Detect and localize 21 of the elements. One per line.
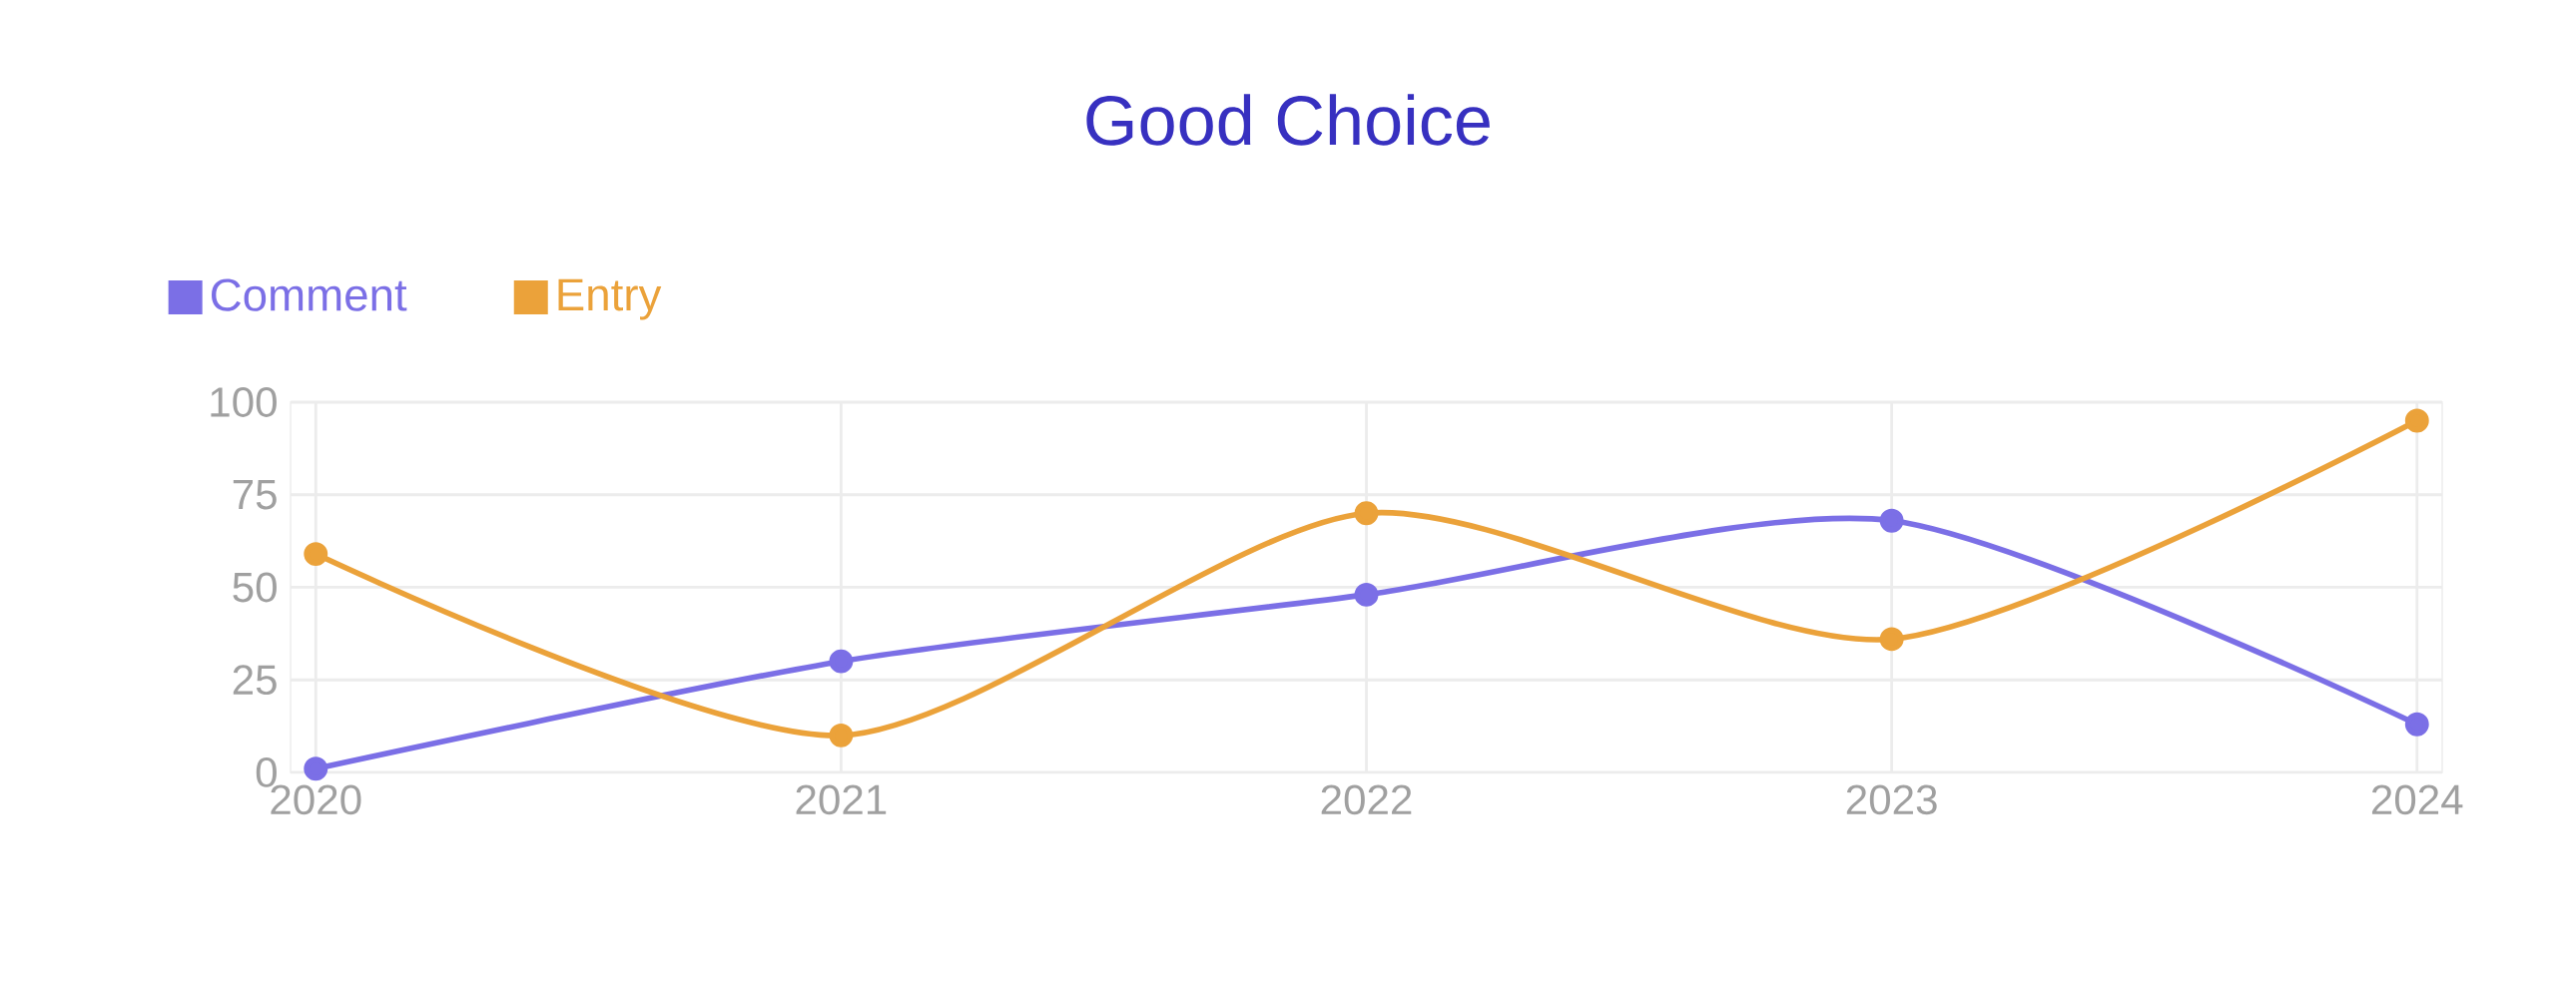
point <box>1354 501 1379 526</box>
y-tick-label: 100 <box>211 387 277 417</box>
y-tick-label: 25 <box>233 665 277 696</box>
point <box>829 649 854 674</box>
point <box>2404 408 2429 433</box>
y-tick-label: 50 <box>233 572 277 603</box>
x-tick-label: 2024 <box>2371 784 2463 815</box>
point <box>1879 508 1904 533</box>
y-tick-label: 75 <box>233 480 277 510</box>
point <box>1879 627 1904 652</box>
point <box>304 756 328 781</box>
legend-label: Comment <box>212 278 407 311</box>
point <box>1354 582 1379 607</box>
chart-title: Good Choice <box>1086 94 1490 146</box>
x-tick-label: 2022 <box>1321 784 1412 815</box>
point <box>304 542 328 567</box>
point <box>829 723 854 748</box>
x-tick-label: 2021 <box>796 784 887 815</box>
x-tick-label: 2023 <box>1846 784 1937 815</box>
point <box>2404 712 2429 737</box>
legend-label: Entry <box>558 278 662 320</box>
